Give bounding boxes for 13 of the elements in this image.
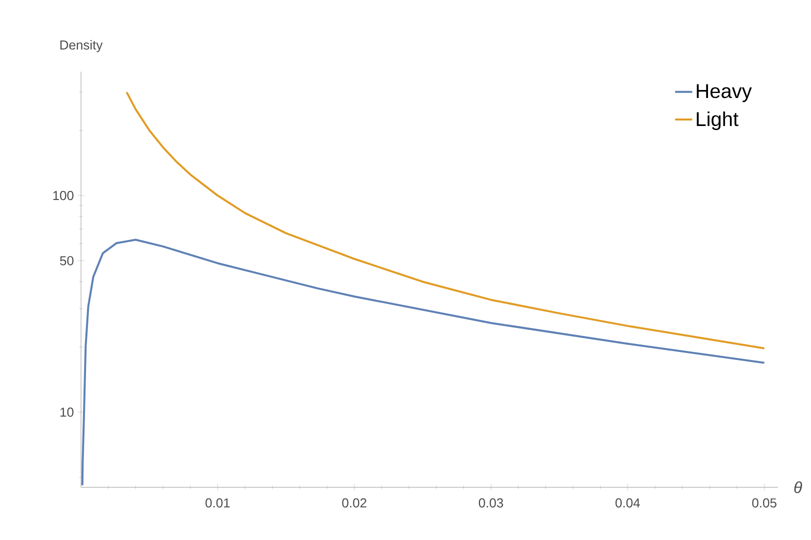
x-tick-label: 0.02 [342,498,366,508]
x-tick-label: 0.01 [206,498,230,508]
x-axis-title: θ [794,481,802,494]
line-series [81,238,766,486]
x-tick-label: 0.03 [478,498,504,508]
x-tick-label: 0.04 [616,498,640,508]
y-tick-label: 50 [60,256,74,266]
legend-label: Light [696,111,738,130]
legend-label: Heavy [696,84,752,102]
y-tick-label: 100 [53,190,74,200]
x-tick-label: 0.05 [752,498,776,508]
y-tick-label: 10 [60,408,74,417]
y-axis-title: Density [60,40,103,52]
